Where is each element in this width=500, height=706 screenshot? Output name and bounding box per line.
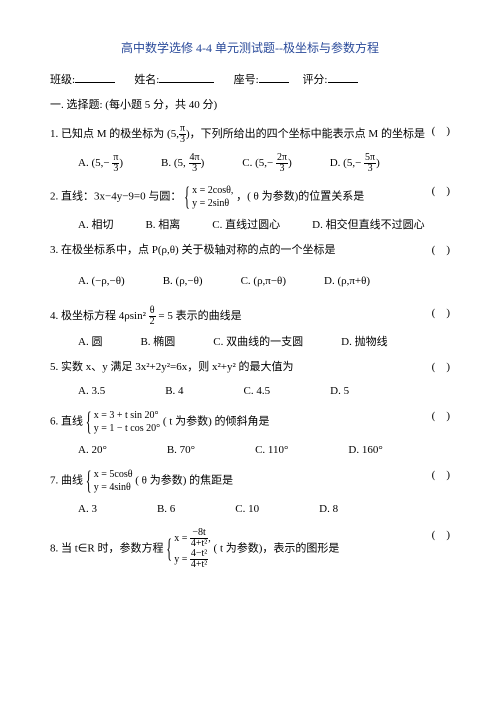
- q5-opt-b: B. 4: [165, 384, 183, 399]
- q7-opt-a: A. 3: [78, 502, 97, 517]
- q2-opt-c: C. 直线过圆心: [212, 218, 280, 233]
- q7-text-a: 7. 曲线: [50, 475, 83, 487]
- q3-opt-a: A. (−ρ,−θ): [78, 274, 125, 289]
- question-2: 2. 直线：3x−4y−9=0 与圆： x = 2cosθ,y = 2sinθ …: [50, 184, 450, 210]
- q5-opt-c: C. 4.5: [244, 384, 271, 399]
- q7-opt-c: C. 10: [235, 502, 259, 517]
- question-4: 4. 极坐标方程 4ρsin² θ2 = 5 表示的曲线是 ( ): [50, 306, 450, 327]
- question-6: 6. 直线 x = 3 + t sin 20°y = 1 − t cos 20°…: [50, 409, 450, 435]
- q2-text-b: ，( θ 为参数)的位置关系是: [236, 190, 364, 202]
- q7-text-b: ( θ 为参数) 的焦距是: [135, 475, 233, 487]
- q2-options: A. 相切 B. 相离 C. 直线过圆心 D. 相交但直线不过圆心: [78, 218, 450, 233]
- q1-text-a: 1. 已知点 M 的极坐标为 (5,: [50, 128, 179, 140]
- seat-label: 座号:: [234, 74, 259, 86]
- page-title: 高中数学选修 4-4 单元测试题--极坐标与参数方程: [50, 40, 450, 57]
- header-fields: 班级: 姓名: 座号: 评分:: [50, 71, 450, 88]
- name-label: 姓名:: [134, 74, 159, 86]
- q6-text-b: ( t 为参数) 的倾斜角是: [163, 415, 270, 427]
- q1-options: A. (5,− π3) B. (5, 4π3) C. (5,− 2π3) D. …: [78, 153, 450, 174]
- q1-opt-d: D. (5,− 5π3): [330, 153, 380, 174]
- question-7: 7. 曲线 x = 5cosθy = 4sinθ ( θ 为参数) 的焦距是 (…: [50, 468, 450, 494]
- question-5: 5. 实数 x、y 满足 3x²+2y²=6x，则 x²+y² 的最大值为 ( …: [50, 360, 450, 375]
- q6-options: A. 20° B. 70° C. 110° D. 160°: [78, 443, 450, 458]
- q4-opt-a: A. 圆: [78, 335, 102, 350]
- q3-opt-c: C. (ρ,π−θ): [241, 274, 286, 289]
- score-label: 评分:: [302, 74, 327, 86]
- q4-options: A. 圆 B. 椭圆 C. 双曲线的一支圆 D. 抛物线: [78, 335, 450, 350]
- q5-options: A. 3.5 B. 4 C. 4.5 D. 5: [78, 384, 450, 399]
- q2-text-a: 2. 直线：3x−4y−9=0 与圆：: [50, 190, 181, 202]
- q7-opt-d: D. 8: [319, 502, 338, 517]
- q4-opt-d: D. 抛物线: [341, 335, 387, 350]
- q6-paren: ( ): [432, 409, 450, 424]
- q6-opt-a: A. 20°: [78, 443, 107, 458]
- q7-paren: ( ): [432, 468, 450, 483]
- q8-text-b: ( t 为参数)，表示的图形是: [214, 542, 340, 554]
- q8-text-a: 8. 当 t∈R 时，参数方程: [50, 542, 163, 554]
- q3-paren: ( ): [432, 243, 450, 258]
- q8-paren: ( ): [432, 528, 450, 543]
- name-blank[interactable]: [159, 71, 214, 83]
- q7-options: A. 3 B. 6 C. 10 D. 8: [78, 502, 450, 517]
- q2-paren: ( ): [432, 184, 450, 199]
- q1-text-b: )，下列所给出的四个坐标中能表示点 M 的坐标是: [186, 128, 425, 140]
- q2-opt-d: D. 相交但直线不过圆心: [312, 218, 424, 233]
- q1-opt-a: A. (5,− π3): [78, 153, 123, 174]
- q2-opt-b: B. 相离: [145, 218, 180, 233]
- q6-opt-b: B. 70°: [167, 443, 195, 458]
- score-blank[interactable]: [328, 71, 358, 83]
- q7-opt-b: B. 6: [157, 502, 175, 517]
- q6-opt-d: D. 160°: [348, 443, 382, 458]
- q1-opt-b: B. (5, 4π3): [161, 153, 204, 174]
- q4-opt-b: B. 椭圆: [140, 335, 175, 350]
- q5-text: 5. 实数 x、y 满足 3x²+2y²=6x，则 x²+y² 的最大值为: [50, 361, 294, 373]
- seat-blank[interactable]: [259, 71, 289, 83]
- q5-paren: ( ): [432, 360, 450, 375]
- question-1: 1. 已知点 M 的极坐标为 (5,π3)，下列所给出的四个坐标中能表示点 M …: [50, 124, 450, 145]
- q4-text-b: = 5 表示的曲线是: [156, 310, 242, 322]
- class-blank[interactable]: [75, 71, 115, 83]
- question-8: 8. 当 t∈R 时，参数方程 x = −8t4+t², y = 4−t²4+t…: [50, 528, 450, 570]
- q5-opt-a: A. 3.5: [78, 384, 105, 399]
- q1-opt-c: C. (5,− 2π3): [242, 153, 291, 174]
- q6-opt-c: C. 110°: [255, 443, 288, 458]
- q1-paren: ( ): [432, 124, 450, 139]
- q4-text-a: 4. 极坐标方程 4ρsin²: [50, 310, 146, 322]
- section-1-head: 一. 选择题: (每小题 5 分，共 40 分): [50, 98, 450, 113]
- q2-opt-a: A. 相切: [78, 218, 113, 233]
- q3-opt-b: B. (ρ,−θ): [163, 274, 203, 289]
- q4-paren: ( ): [432, 306, 450, 321]
- question-3: 3. 在极坐标系中，点 P(ρ,θ) 关于极轴对称的点的一个坐标是 ( ): [50, 243, 450, 258]
- q3-text: 3. 在极坐标系中，点 P(ρ,θ) 关于极轴对称的点的一个坐标是: [50, 244, 335, 256]
- class-label: 班级:: [50, 74, 75, 86]
- q5-opt-d: D. 5: [330, 384, 349, 399]
- q3-opt-d: D. (ρ,π+θ): [324, 274, 370, 289]
- q4-opt-c: C. 双曲线的一支圆: [213, 335, 303, 350]
- q3-options: A. (−ρ,−θ) B. (ρ,−θ) C. (ρ,π−θ) D. (ρ,π+…: [78, 274, 450, 289]
- q6-text-a: 6. 直线: [50, 415, 83, 427]
